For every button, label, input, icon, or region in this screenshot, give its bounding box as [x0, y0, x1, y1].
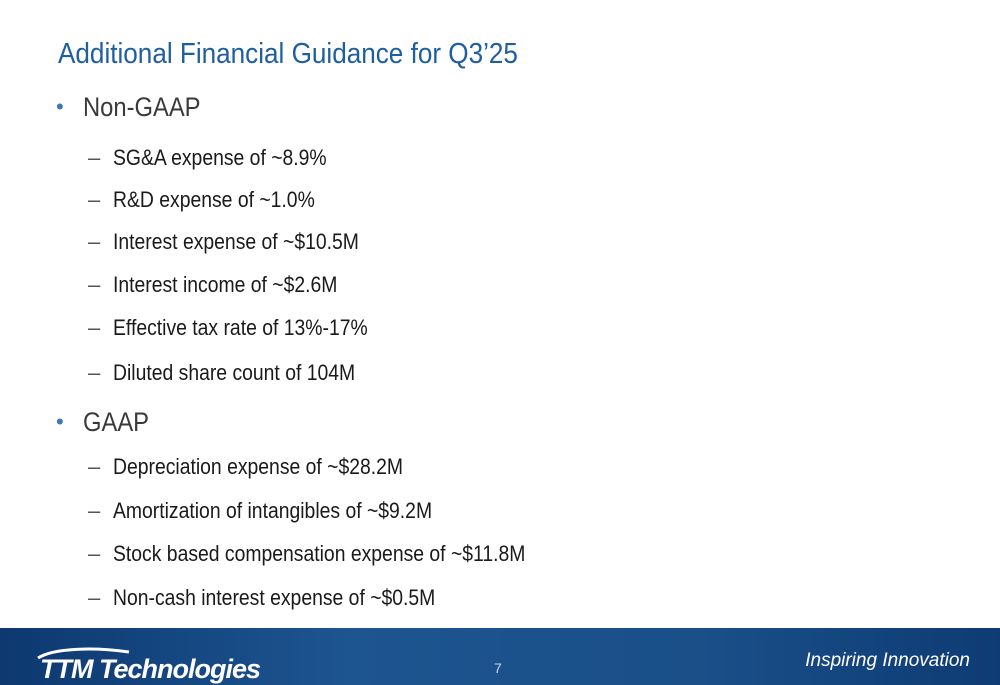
- dash-icon: –: [88, 272, 101, 297]
- tagline: Inspiring Innovation: [805, 650, 970, 671]
- list-item: – Depreciation expense of ~$28.2M: [88, 454, 404, 479]
- list-item: – R&D expense of ~1.0%: [88, 187, 315, 212]
- dash-icon: –: [88, 187, 101, 212]
- list-item: – Amortization of intangibles of ~$9.2M: [88, 498, 433, 523]
- bullet-icon: •: [56, 94, 64, 119]
- dash-icon: –: [88, 498, 101, 523]
- list-item: – Interest income of ~$2.6M: [88, 272, 338, 297]
- slide-title: Additional Financial Guidance for Q3’25: [58, 38, 518, 70]
- list-item: – Interest expense of ~$10.5M: [88, 229, 359, 254]
- section-heading-gaap: • GAAP: [56, 407, 150, 437]
- dash-icon: –: [88, 145, 101, 170]
- dash-icon: –: [88, 315, 101, 340]
- list-item: – Diluted share count of 104M: [88, 360, 356, 385]
- dash-icon: –: [88, 229, 101, 254]
- bullet-icon: •: [56, 409, 64, 434]
- section-heading-non-gaap: • Non-GAAP: [56, 92, 201, 122]
- dash-icon: –: [88, 360, 101, 385]
- ttm-logo: TTM Technologies: [37, 647, 262, 684]
- list-item: – Effective tax rate of 13%-17%: [88, 315, 368, 340]
- list-item: – Non-cash interest expense of ~$0.5M: [88, 585, 436, 610]
- footer-bar: [0, 628, 1000, 685]
- logo-text: TTM Technologies: [40, 654, 261, 684]
- dash-icon: –: [88, 541, 101, 566]
- page-number: 7: [494, 660, 502, 676]
- dash-icon: –: [88, 585, 101, 610]
- dash-icon: –: [88, 454, 101, 479]
- list-item: – SG&A expense of ~8.9%: [88, 145, 327, 170]
- list-item: – Stock based compensation expense of ~$1…: [88, 541, 526, 566]
